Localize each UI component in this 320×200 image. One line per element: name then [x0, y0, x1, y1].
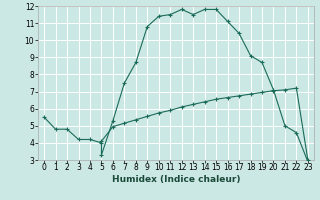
X-axis label: Humidex (Indice chaleur): Humidex (Indice chaleur)	[112, 175, 240, 184]
